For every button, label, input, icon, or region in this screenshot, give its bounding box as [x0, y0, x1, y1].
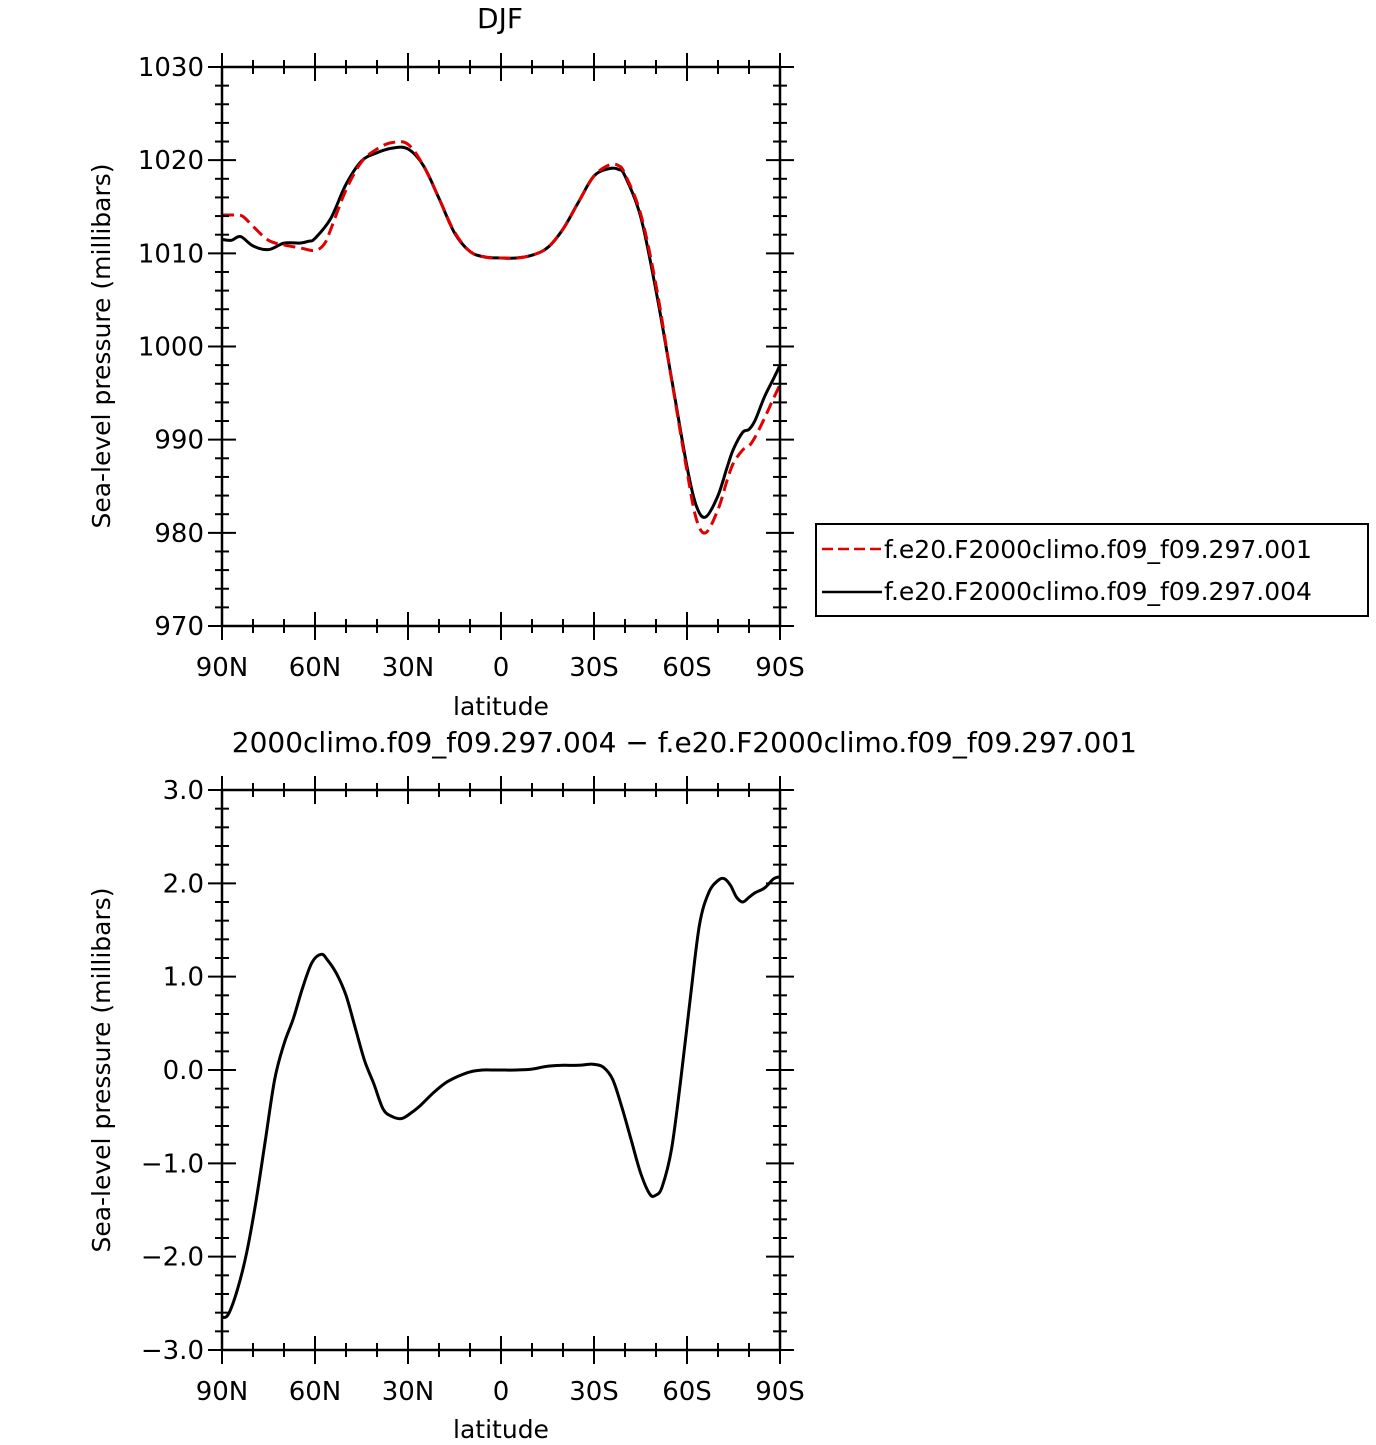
bottom-ytick-label: 1.0	[163, 963, 204, 993]
top-xtick-label: 60S	[662, 653, 712, 683]
top-ytick-label: 1000	[138, 333, 204, 363]
top-xtick-label: 60N	[289, 653, 342, 683]
top-ytick-label: 1010	[138, 239, 204, 269]
bottom-series-line-1	[221, 875, 781, 1320]
top-xtick-label: 0	[493, 653, 510, 683]
top-chart-title: DJF	[477, 2, 523, 35]
bottom-x-axis-label: latitude	[453, 1415, 549, 1444]
top-ytick-label: 1020	[138, 146, 204, 176]
top-y-axis-label: Sea-level pressure (millibars)	[87, 163, 116, 528]
top-xtick-label: 90N	[196, 653, 249, 683]
bottom-xtick-label: 60N	[289, 1377, 342, 1407]
bottom-y-axis-label: Sea-level pressure (millibars)	[87, 887, 116, 1252]
top-xtick-label: 30N	[382, 653, 435, 683]
legend-box	[815, 523, 1369, 617]
top-series-line-2	[221, 145, 782, 519]
bottom-ytick-label: −3.0	[141, 1336, 204, 1366]
bottom-xtick-label: 30S	[569, 1377, 619, 1407]
bottom-xtick-label: 90N	[196, 1377, 249, 1407]
bottom-xtick-label: 90S	[755, 1377, 805, 1407]
legend: f.e20.F2000climo.f09_f09.297.001 f.e20.F…	[815, 523, 1369, 617]
legend-label-series-1: f.e20.F2000climo.f09_f09.297.001	[884, 535, 1312, 564]
top-ytick-label: 980	[154, 519, 204, 549]
bottom-xtick-label: 0	[493, 1377, 510, 1407]
bottom-ytick-label: 0.0	[163, 1056, 204, 1086]
top-series-line-1	[221, 140, 782, 535]
bottom-axis-ticks: −3.0 −2.0 −1.0 0.0 1.0 2.0 3.0 90N 60N 30N 0 30S 60S…	[141, 776, 805, 1407]
bottom-xtick-label: 60S	[662, 1377, 712, 1407]
top-plot-frame	[220, 65, 782, 628]
bottom-chart-title: 2000climo.f09_f09.297.004 − f.e20.F2000c…	[232, 726, 1137, 759]
top-xtick-label: 90S	[755, 653, 805, 683]
bottom-ytick-label: 3.0	[163, 776, 204, 806]
top-series-group	[221, 140, 782, 535]
bottom-series-group	[221, 875, 781, 1320]
bottom-xtick-label: 30N	[382, 1377, 435, 1407]
panel-bottom: 2000climo.f09_f09.297.004 − f.e20.F2000c…	[87, 726, 1137, 1444]
bottom-ytick-label: −2.0	[141, 1243, 204, 1273]
legend-label-series-2: f.e20.F2000climo.f09_f09.297.004	[884, 577, 1312, 606]
top-ytick-label: 990	[154, 426, 204, 456]
bottom-ytick-label: −1.0	[141, 1149, 204, 1179]
top-x-axis-label: latitude	[453, 692, 549, 721]
top-xtick-label: 30S	[569, 653, 619, 683]
top-ytick-label: 970	[154, 612, 204, 642]
bottom-ytick-label: 2.0	[163, 869, 204, 899]
panel-top: DJF 970 980 990 1000 1010 1020 1030 90N 60N 30N 0 3…	[87, 2, 1369, 721]
top-axis-ticks: 970 980 990 1000 1010 1020 1030 90N 60N 30N 0 30S 60…	[138, 53, 805, 683]
top-ytick-label: 1030	[138, 53, 204, 83]
